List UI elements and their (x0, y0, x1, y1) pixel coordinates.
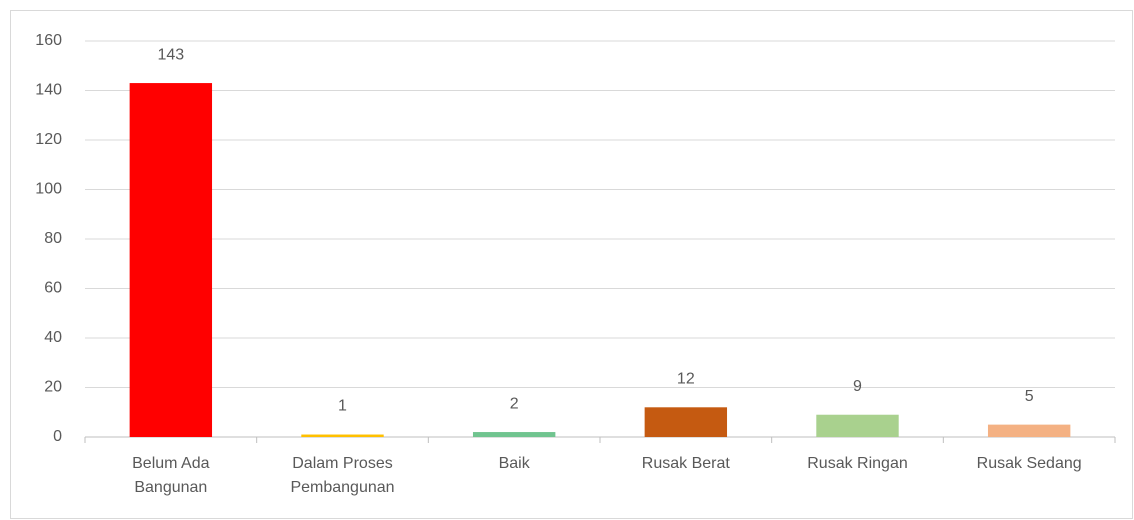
data-label: 2 (510, 395, 519, 412)
x-tick-label: Rusak Berat (641, 455, 730, 472)
bar (301, 434, 384, 437)
y-tick-label: 100 (35, 181, 62, 198)
data-label: 5 (1025, 388, 1034, 405)
data-label: 9 (853, 378, 862, 395)
y-tick-label: 140 (35, 82, 62, 99)
y-tick-label: 120 (35, 131, 62, 148)
data-label: 1 (338, 398, 347, 415)
data-label: 12 (677, 371, 695, 388)
chart-border (10, 10, 1133, 519)
data-label: 143 (157, 46, 184, 63)
y-tick-label: 0 (53, 428, 62, 445)
x-tick-label: Dalam Proses Pembangunan (290, 455, 395, 496)
bar (644, 407, 728, 437)
bar (472, 432, 556, 437)
y-tick-label: 20 (44, 379, 62, 396)
bar (129, 83, 213, 437)
bar (987, 424, 1071, 437)
y-tick-label: 60 (44, 280, 62, 297)
x-tick-label: Rusak Ringan (807, 455, 908, 472)
x-tick-label: Baik (498, 455, 530, 472)
bar (816, 414, 899, 437)
y-tick-label: 40 (44, 329, 62, 346)
x-tick-label: Belum Ada Bangunan (132, 455, 210, 496)
x-tick-label: Rusak Sedang (976, 455, 1082, 472)
y-tick-label: 160 (35, 32, 62, 49)
y-tick-label: 80 (44, 230, 62, 247)
